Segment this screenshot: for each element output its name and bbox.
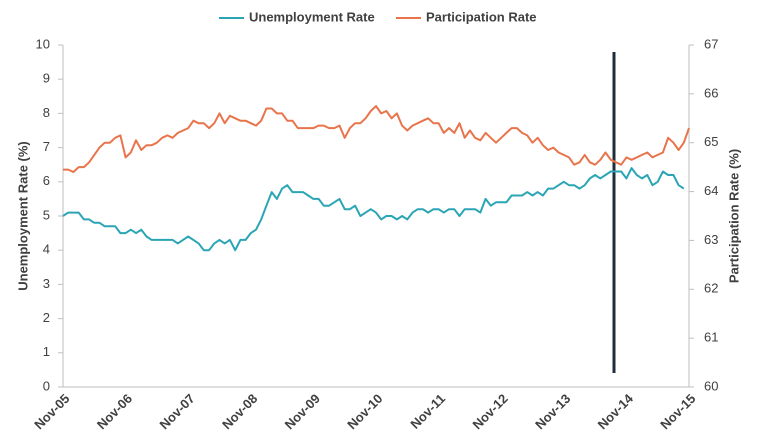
x-tick-label: Nov-08 — [219, 391, 260, 432]
x-tick-label: Nov-12 — [469, 391, 510, 432]
y2-tick-label: 66 — [704, 85, 718, 100]
x-tick-label: Nov-10 — [344, 391, 385, 432]
y2-axis-title: Participation Rate (%) — [726, 149, 741, 283]
y-tick-label: 1 — [43, 344, 50, 359]
x-tick-label: Nov-13 — [532, 391, 573, 432]
x-tick-label: Nov-09 — [282, 391, 323, 432]
series-line — [62, 167, 685, 252]
y2-tick-label: 62 — [704, 281, 718, 296]
y-tick-label: 5 — [43, 207, 50, 222]
legend-label: Unemployment Rate — [249, 9, 375, 24]
x-tick-label: Nov-07 — [156, 391, 197, 432]
y-axis-title: Unemployment Rate (%) — [15, 141, 30, 291]
legend-label: Participation Rate — [426, 9, 537, 24]
y2-tick-label: 61 — [704, 330, 718, 345]
y2-tick-label: 60 — [704, 378, 718, 393]
y-tick-label: 9 — [43, 71, 50, 86]
y-tick-label: 3 — [43, 276, 50, 291]
x-tick-label: Nov-14 — [595, 390, 637, 432]
y2-tick-label: 67 — [704, 36, 718, 51]
x-tick-label: Nov-11 — [407, 391, 448, 432]
y-tick-label: 4 — [43, 242, 50, 257]
y-tick-label: 2 — [43, 310, 50, 325]
y2-tick-label: 64 — [704, 183, 718, 198]
x-tick-label: Nov-15 — [657, 391, 698, 432]
y-tick-label: 8 — [43, 105, 50, 120]
y-tick-label: 6 — [43, 173, 50, 188]
y-tick-label: 10 — [36, 36, 50, 51]
y-tick-label: 0 — [43, 378, 50, 393]
x-tick-label: Nov-06 — [94, 391, 135, 432]
y2-tick-label: 63 — [704, 232, 718, 247]
y-tick-label: 7 — [43, 139, 50, 154]
series-line — [63, 105, 690, 173]
y2-tick-label: 65 — [704, 134, 718, 149]
x-tick-label: Nov-05 — [31, 391, 72, 432]
